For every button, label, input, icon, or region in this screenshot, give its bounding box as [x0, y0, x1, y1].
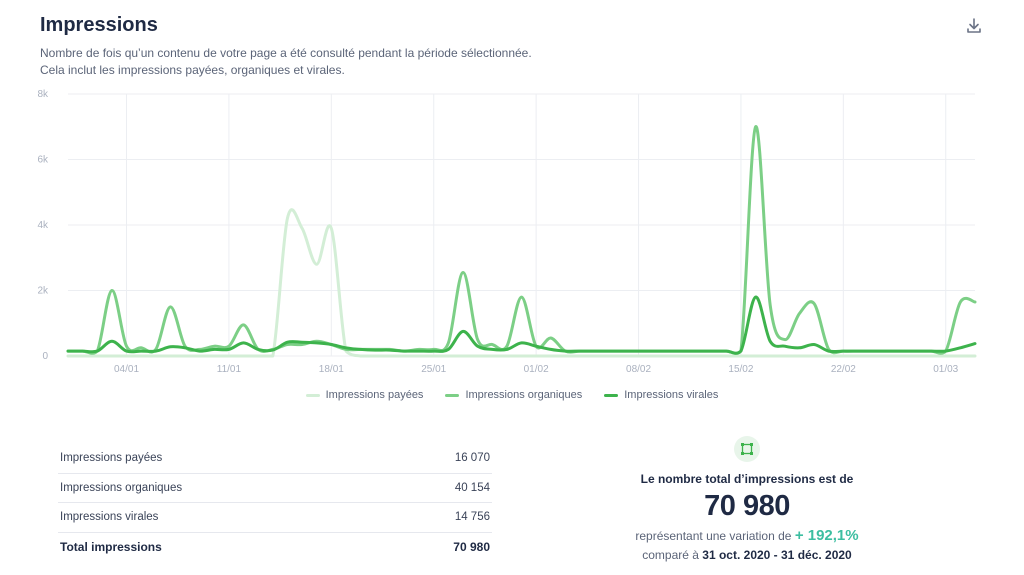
series-layer: [66, 125, 977, 358]
x-tick-label: 08/02: [626, 364, 651, 375]
kpi-heading: Le nombre total d’impressions est de: [640, 472, 854, 486]
table-row: Impressions organiques 40 154: [58, 474, 492, 503]
download-icon: [967, 18, 981, 33]
kpi-comparison: comparé à 31 oct. 2020 - 31 déc. 2020: [590, 548, 904, 562]
y-tick-label: 8k: [37, 89, 49, 100]
chart-legend: Impressions payées Impressions organique…: [0, 389, 1024, 401]
legend-label-organic: Impressions organiques: [465, 389, 583, 401]
table-row: Impressions virales 14 756: [58, 503, 492, 533]
subtitle-line-1: Nombre de fois qu’un contenu de votre pa…: [40, 46, 532, 60]
row-value: 16 070: [454, 452, 490, 465]
subtitle-line-2: Cela inclut les impressions payées, orga…: [40, 63, 345, 77]
page-title: Impressions: [40, 14, 158, 36]
legend-label-paid: Impressions payées: [325, 389, 424, 401]
x-tick-label: 01/03: [933, 364, 958, 375]
variation-prefix: représentant une variation de: [635, 529, 792, 543]
legend-label-viral: Impressions virales: [624, 389, 719, 401]
x-tick-label: 11/01: [217, 364, 242, 375]
x-tick-label: 18/01: [319, 364, 344, 375]
total-label: Total impressions: [60, 540, 162, 555]
legend-item-organic[interactable]: Impressions organiques: [445, 389, 582, 401]
grid-layer: [68, 93, 975, 357]
legend-swatch-organic: [445, 393, 460, 397]
summary-table: Impressions payées 16 070 Impressions or…: [58, 444, 492, 562]
row-value: 40 154: [454, 481, 490, 494]
series-line-organic: [66, 125, 977, 355]
row-value: 14 756: [454, 511, 490, 524]
crop-square-icon: [734, 436, 760, 462]
y-tick-label: 2k: [37, 286, 49, 297]
row-label: Impressions virales: [60, 511, 159, 524]
legend-item-paid[interactable]: Impressions payées: [305, 389, 424, 401]
row-label: Impressions payées: [60, 452, 163, 465]
x-tick-label: 01/02: [524, 364, 549, 375]
y-tick-label: 4k: [37, 220, 49, 231]
chart-header: Impressions Nombre de fois qu’un contenu…: [40, 14, 984, 79]
total-impressions-kpi: Le nombre total d’impressions est de 70 …: [590, 436, 904, 562]
impressions-line-chart: 0 2k 4k 6k 8k 04/01 11/01 18/01 25/01 01/02 08/02 1…: [37, 89, 977, 375]
x-tick-label: 04/01: [114, 364, 139, 375]
variation-percentage: + 192,1%: [794, 527, 859, 544]
table-total-row: Total impressions 70 980: [58, 533, 492, 563]
axis-layer: 0 2k 4k 6k 8k 04/01 11/01 18/01 25/01 01/02 08/02 1…: [37, 89, 958, 375]
row-label: Impressions organiques: [60, 481, 183, 494]
legend-swatch-viral: [604, 393, 619, 397]
total-value: 70 980: [453, 540, 490, 555]
chart-description: Nombre de fois qu’un contenu de votre pa…: [40, 45, 984, 79]
compare-prefix: comparé à: [642, 548, 699, 562]
compare-period: 31 oct. 2020 - 31 déc. 2020: [702, 548, 852, 562]
kpi-variation: représentant une variation de + 192,1%: [590, 527, 904, 544]
kpi-total-value: 70 980: [704, 490, 790, 522]
series-line-paid: [66, 208, 977, 358]
legend-swatch-paid: [305, 393, 320, 397]
table-row: Impressions payées 16 070: [58, 444, 492, 474]
x-tick-label: 25/01: [421, 364, 446, 375]
legend-item-viral[interactable]: Impressions virales: [604, 389, 718, 401]
y-tick-label: 6k: [37, 155, 49, 166]
x-tick-label: 15/02: [728, 364, 753, 375]
x-tick-label: 22/02: [831, 364, 856, 375]
download-button[interactable]: [964, 16, 984, 36]
series-line-viral: [66, 295, 977, 355]
y-tick-label: 0: [42, 351, 48, 362]
